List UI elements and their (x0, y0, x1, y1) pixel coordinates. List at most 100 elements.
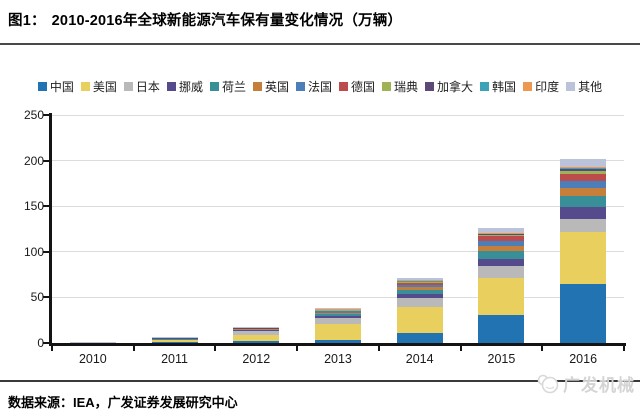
bar-segment-2016-中国 (560, 283, 607, 343)
bar-segment-2016-英国 (560, 188, 607, 197)
legend-item-10: 韩国 (480, 78, 516, 95)
watermark: 广发机械 (536, 371, 635, 396)
bar-segment-2016-韩国 (560, 167, 607, 169)
y-axis-label-100: 100 (23, 244, 44, 259)
bar-segment-2014-瑞典 (396, 281, 443, 283)
y-tick-100 (43, 250, 49, 253)
legend-swatch (480, 82, 490, 91)
bar-segment-2013-德国 (315, 310, 361, 311)
bar-segment-2013-中国 (315, 340, 361, 343)
bar-segment-2014-加拿大 (396, 280, 443, 282)
bar-segment-2015-德国 (478, 236, 525, 242)
bar-segment-2016-瑞典 (560, 171, 607, 175)
bar-segment-2011-美国 (151, 340, 198, 343)
legend-swatch (339, 82, 348, 91)
y-tick-150 (43, 205, 49, 208)
chart-legend: 中国 美国 日本 挪威 荷兰 英国 法国 德国 瑞典 加拿大 韩国 印度 其他 (0, 78, 640, 95)
bar-segment-2015-美国 (478, 277, 525, 315)
x-axis-label-2012: 2012 (242, 352, 271, 366)
bar-segment-2012-荷兰 (233, 329, 280, 331)
bar-segment-2014-英国 (396, 287, 443, 290)
legend-swatch (166, 82, 176, 91)
y-tick-50 (43, 296, 49, 299)
legend-item-9: 加拿大 (425, 78, 473, 95)
legend-item-4: 荷兰 (209, 78, 246, 95)
x-tick-3 (296, 345, 299, 351)
gf-logo-icon (537, 374, 559, 393)
legend-swatch (523, 82, 533, 91)
legend-swatch (209, 82, 219, 91)
figure-label: 图1： (8, 13, 46, 29)
legend-item-1: 美国 (80, 78, 117, 95)
x-tick-5 (459, 345, 462, 351)
bar-segment-2011-中国 (151, 342, 198, 343)
bar-segment-2015-日本 (478, 266, 525, 278)
y-tick-250 (43, 114, 49, 116)
legend-swatch (566, 82, 576, 91)
x-axis-label-2015: 2015 (487, 352, 516, 366)
gridline-100 (52, 251, 624, 253)
legend-label: 挪威 (178, 80, 203, 94)
y-tick-0 (43, 342, 49, 344)
bar-segment-2014-德国 (396, 282, 443, 285)
y-tick-200 (43, 159, 49, 162)
legend-label: 加拿大 (437, 80, 474, 94)
source-note: 数据来源：IEA，广发证券发展研究中心 (8, 395, 238, 410)
legend-label: 法国 (307, 80, 332, 94)
legend-item-8: 瑞典 (382, 78, 418, 95)
bar-segment-2012-法国 (233, 328, 280, 330)
bar-segment-2015-中国 (478, 314, 525, 343)
bar-segment-2012-日本 (233, 330, 280, 335)
bar-segment-2015-英国 (478, 245, 525, 251)
legend-swatch (425, 82, 435, 91)
bar-segment-2016-美国 (560, 232, 607, 284)
legend-label: 英国 (264, 80, 289, 94)
legend-label: 其他 (578, 80, 603, 94)
bar-segment-2013-日本 (315, 318, 361, 325)
bar-segment-2012-其他 (233, 326, 280, 328)
y-axis-label-200: 200 (23, 153, 44, 168)
x-tick-0 (51, 345, 53, 351)
bar-segment-2013-挪威 (315, 316, 361, 318)
legend-label: 荷兰 (221, 80, 246, 94)
legend-item-2: 日本 (123, 78, 160, 95)
bar-segment-2014-法国 (396, 284, 443, 288)
gridline-200 (52, 160, 624, 162)
legend-label: 印度 (535, 80, 560, 94)
legend-swatch (37, 82, 47, 91)
bar-segment-2016-法国 (560, 180, 607, 189)
bar-segment-2016-加拿大 (560, 168, 607, 172)
bar-segment-2013-法国 (315, 310, 361, 313)
watermark-label: 广发机械 (563, 376, 635, 395)
bar-segment-2013-英国 (315, 312, 361, 314)
bar-segment-2014-日本 (396, 297, 443, 307)
x-tick-7 (623, 345, 625, 351)
x-axis-label-2014: 2014 (405, 352, 434, 366)
bar-segment-2016-荷兰 (560, 196, 607, 207)
bar-segment-2013-荷兰 (315, 313, 361, 317)
y-axis-label-250: 250 (23, 108, 44, 122)
legend-swatch (80, 82, 90, 91)
bar-segment-2013-美国 (315, 324, 361, 341)
footer-divider (0, 380, 640, 382)
legend-item-0: 中国 (37, 78, 74, 95)
legend-label: 美国 (92, 80, 117, 94)
y-axis-label-150: 150 (23, 199, 44, 214)
bar-segment-2014-荷兰 (396, 289, 443, 294)
legend-label: 中国 (49, 80, 74, 94)
x-tick-1 (132, 345, 135, 351)
x-tick-2 (214, 345, 217, 351)
legend-label: 瑞典 (394, 80, 419, 94)
gridline-250 (52, 114, 624, 116)
y-axis-label-50: 50 (30, 290, 44, 305)
bar-segment-2014-挪威 (396, 293, 443, 298)
bar-segment-2013-其他 (315, 308, 361, 310)
legend-label: 日本 (135, 80, 160, 94)
bar-segment-2014-美国 (396, 306, 443, 334)
figure-title-text: 2010-2016年全球新能源汽车保有量变化情况（万辆） (51, 13, 403, 29)
y-axis-line (49, 113, 52, 346)
legend-label: 德国 (351, 80, 376, 94)
bar-segment-2015-挪威 (478, 258, 525, 267)
